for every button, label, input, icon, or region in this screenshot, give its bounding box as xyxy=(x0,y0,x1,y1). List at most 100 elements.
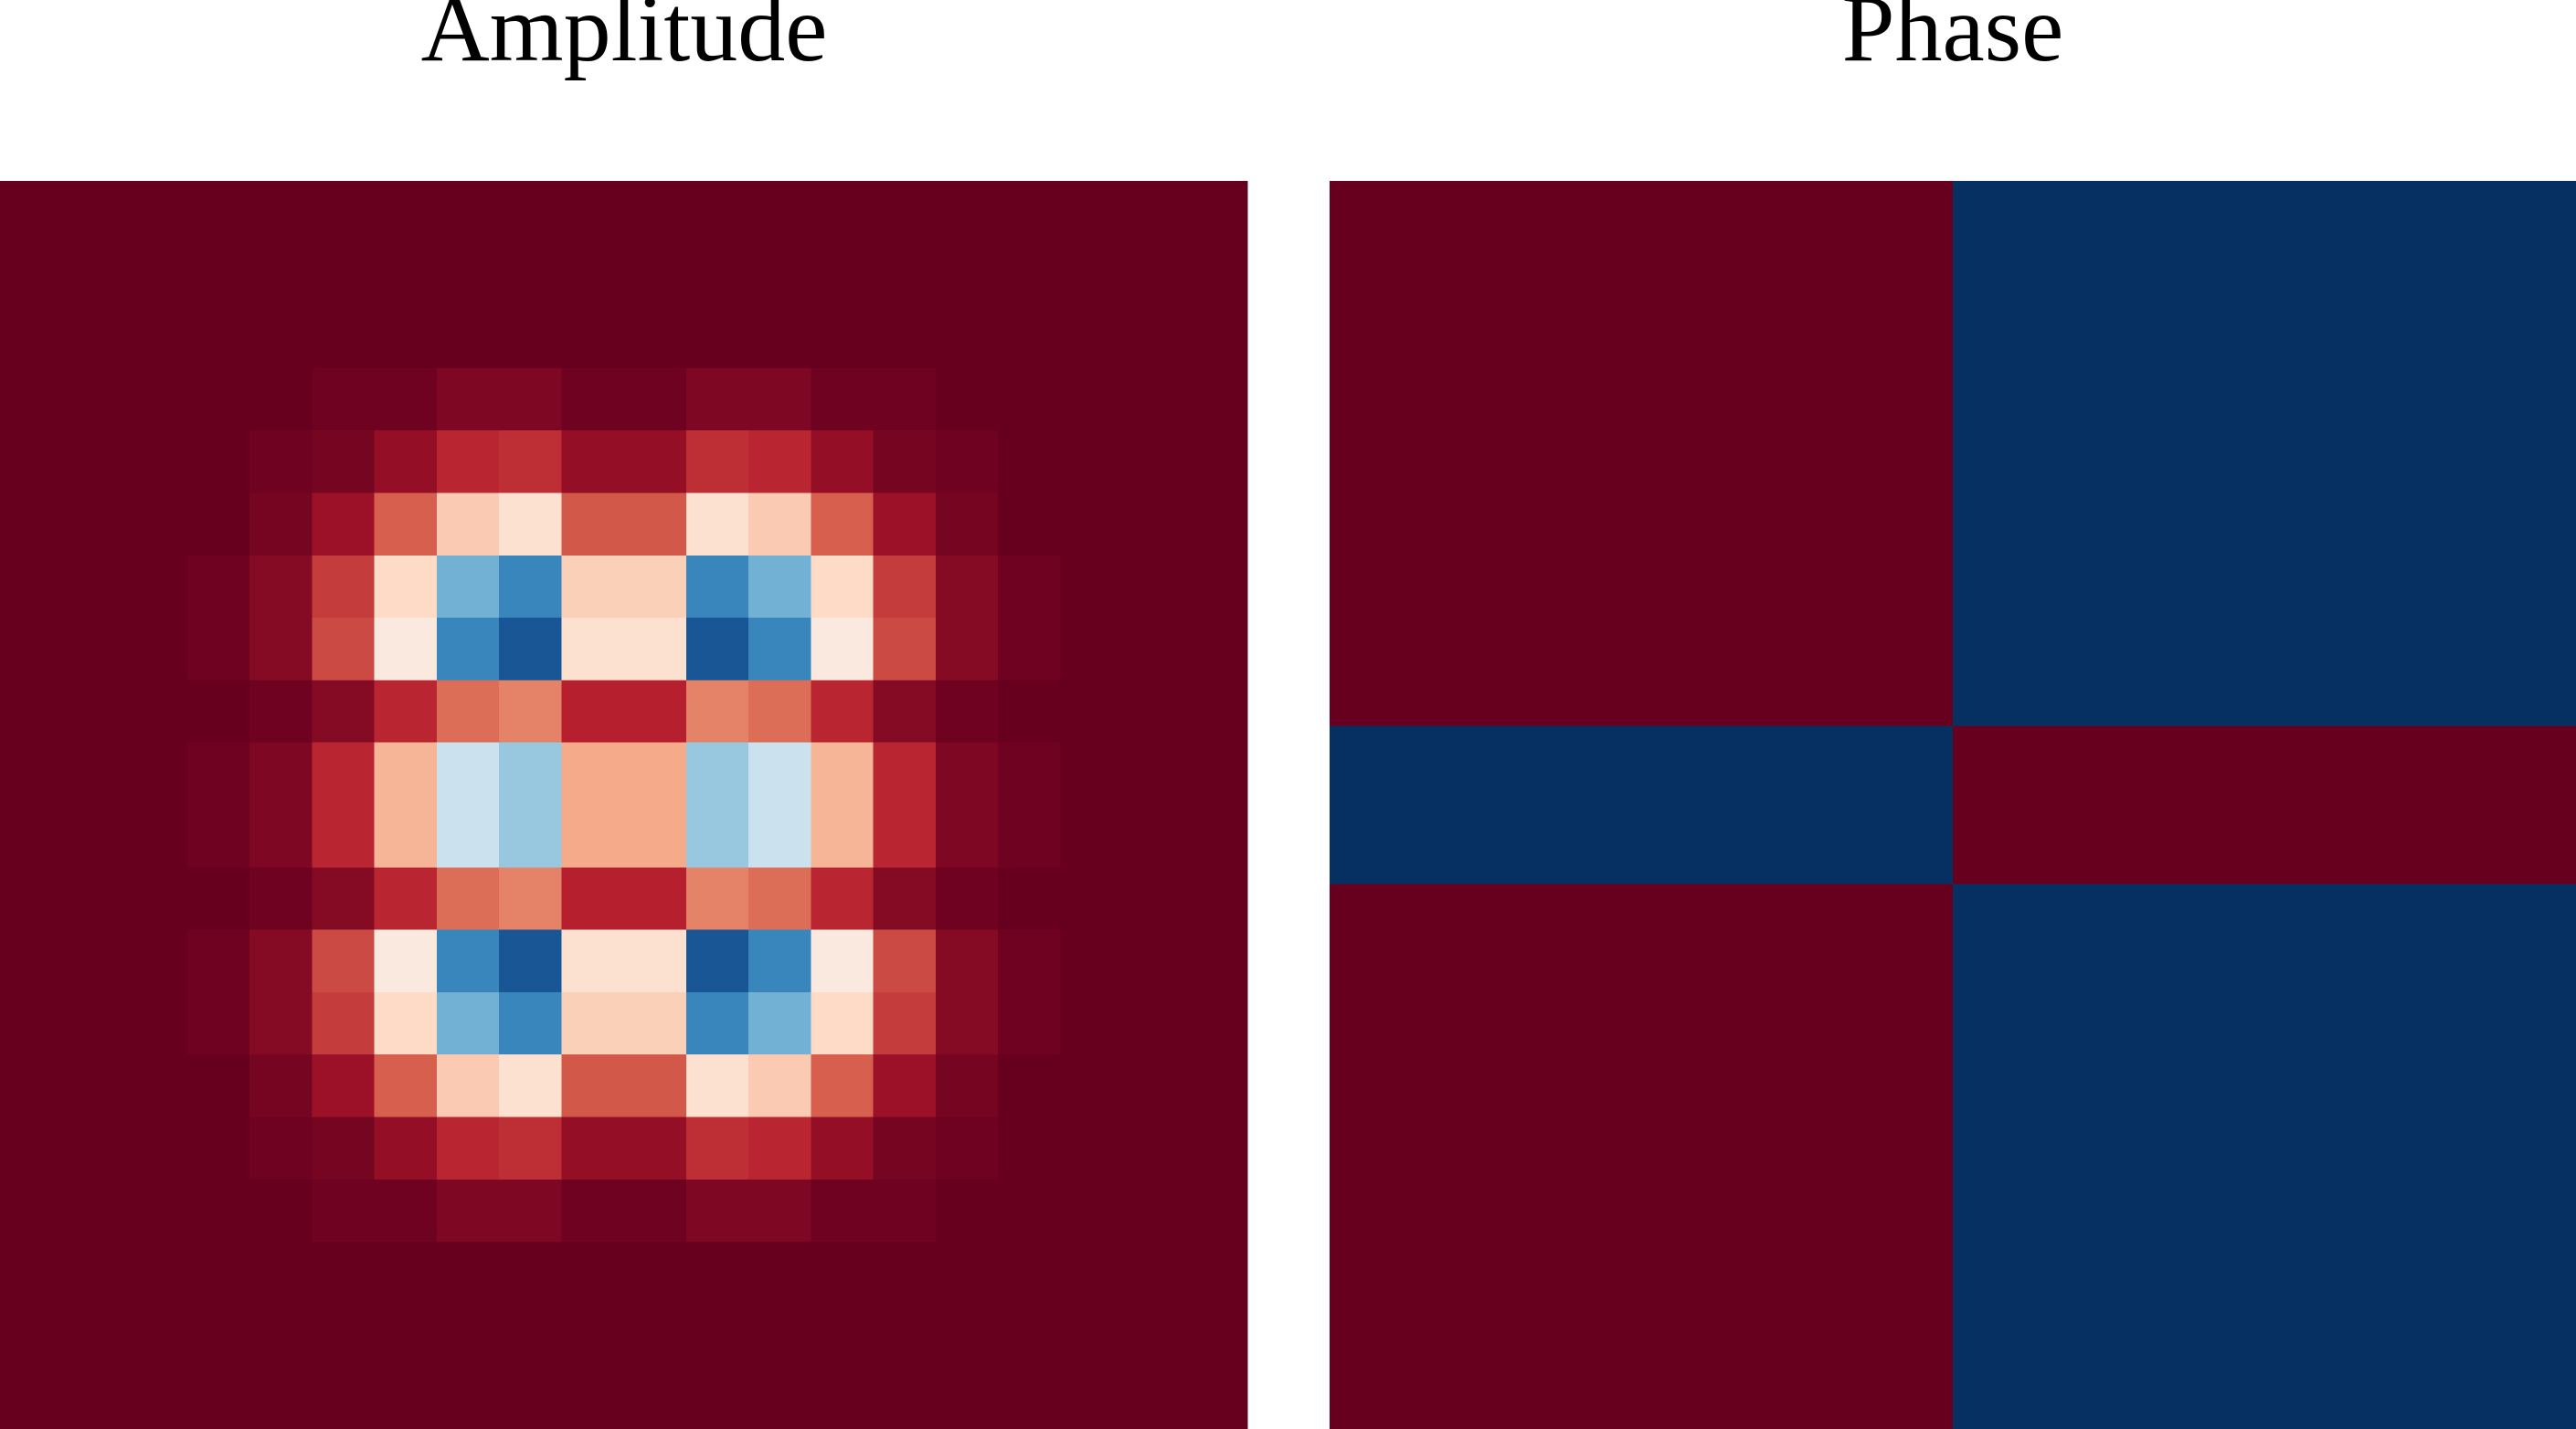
heatmap-cell xyxy=(748,305,811,369)
heatmap-cell xyxy=(499,1366,562,1429)
heatmap-cell xyxy=(1060,680,1124,744)
heatmap-cell xyxy=(811,742,875,806)
heatmap-cell xyxy=(374,243,438,307)
heatmap-cell xyxy=(1060,805,1124,868)
heatmap-cell xyxy=(249,492,313,556)
heatmap-cell xyxy=(124,1304,188,1368)
heatmap-cell xyxy=(685,1242,749,1305)
heatmap-cell xyxy=(1122,1304,1186,1368)
panel-title: Amplitude xyxy=(421,0,828,81)
heatmap-cell xyxy=(436,492,500,556)
heatmap-cell xyxy=(561,492,625,556)
heatmap-cell xyxy=(374,492,438,556)
heatmap-cell xyxy=(0,430,63,494)
heatmap-cell xyxy=(1184,367,1248,431)
heatmap-cell xyxy=(1184,1054,1248,1118)
heatmap-cell xyxy=(249,1179,313,1243)
heatmap-cell xyxy=(561,1054,625,1118)
heatmap-cell xyxy=(873,243,937,307)
heatmap-cell xyxy=(0,680,63,744)
heatmap-cell xyxy=(623,367,687,431)
heatmap-cell xyxy=(623,618,687,681)
heatmap-cell xyxy=(374,181,438,244)
heatmap-cell xyxy=(873,618,937,681)
heatmap-cell xyxy=(623,1179,687,1243)
heatmap-cell xyxy=(935,305,999,369)
heatmap-cell xyxy=(1122,1366,1186,1429)
heatmap-cell xyxy=(1122,305,1186,369)
heatmap-cell xyxy=(935,492,999,556)
heatmap-cell xyxy=(249,1242,313,1305)
heatmap-cell xyxy=(374,1366,438,1429)
heatmap-cell xyxy=(1184,555,1248,619)
heatmap-cell xyxy=(685,1054,749,1118)
heatmap-cell xyxy=(436,929,500,993)
heatmap-cell xyxy=(811,305,875,369)
heatmap-cell xyxy=(561,1117,625,1180)
heatmap-cell xyxy=(312,305,376,369)
heatmap-cell xyxy=(312,1242,376,1305)
heatmap-cell xyxy=(1184,1242,1248,1305)
heatmap-cell xyxy=(811,1117,875,1180)
heatmap-cell xyxy=(1184,492,1248,556)
heatmap-cell xyxy=(124,742,188,806)
heatmap-cell xyxy=(685,680,749,744)
heatmap-cell xyxy=(811,243,875,307)
heatmap-cell xyxy=(124,243,188,307)
heatmap-cell xyxy=(0,181,63,244)
heatmap-cell xyxy=(998,305,1061,369)
heatmap-cell xyxy=(186,1304,250,1368)
heatmap-cell xyxy=(186,367,250,431)
heatmap-cell xyxy=(499,680,562,744)
heatmap-cell xyxy=(1184,1304,1248,1368)
heatmap-cell xyxy=(0,305,63,369)
heatmap-cell xyxy=(0,555,63,619)
heatmap-cell xyxy=(623,305,687,369)
heatmap-cell xyxy=(186,430,250,494)
heatmap-cell xyxy=(561,680,625,744)
heatmap-cell xyxy=(1953,884,2576,1429)
heatmap-cell xyxy=(499,867,562,931)
heatmap-cell xyxy=(0,243,63,307)
heatmap-cell xyxy=(499,1179,562,1243)
heatmap-cell xyxy=(873,742,937,806)
heatmap-cell xyxy=(124,618,188,681)
heatmap-cell xyxy=(312,805,376,868)
heatmap-cell xyxy=(249,991,313,1055)
heatmap-cell xyxy=(935,1054,999,1118)
heatmap-cell xyxy=(62,1179,126,1243)
heatmap-cell xyxy=(312,181,376,244)
heatmap-cell xyxy=(748,1242,811,1305)
heatmap-cell xyxy=(935,555,999,619)
heatmap-cell xyxy=(1060,555,1124,619)
heatmap-cell xyxy=(499,555,562,619)
heatmap-cell xyxy=(1122,492,1186,556)
heatmap-cell xyxy=(499,1054,562,1118)
heatmap-cell xyxy=(1060,991,1124,1055)
heatmap-cell xyxy=(436,1366,500,1429)
heatmap-cell xyxy=(998,555,1061,619)
heatmap-cell xyxy=(1122,805,1186,868)
heatmap-cell xyxy=(436,867,500,931)
heatmap-cell xyxy=(1184,929,1248,993)
heatmap-cell xyxy=(935,367,999,431)
heatmap-cell xyxy=(0,1366,63,1429)
heatmap-cell xyxy=(0,367,63,431)
heatmap-cell xyxy=(561,305,625,369)
heatmap-cell xyxy=(312,991,376,1055)
heatmap-cell xyxy=(685,243,749,307)
heatmap-cell xyxy=(685,929,749,993)
heatmap-cell xyxy=(312,1179,376,1243)
heatmap-cell xyxy=(998,1366,1061,1429)
heatmap-cell xyxy=(124,867,188,931)
heatmap-cell xyxy=(1060,492,1124,556)
heatmap-cell xyxy=(1330,884,1954,1429)
heatmap-cell xyxy=(436,1242,500,1305)
heatmap-cell xyxy=(374,929,438,993)
heatmap-cell xyxy=(1953,181,2576,727)
heatmap-cell xyxy=(499,367,562,431)
heatmap-cell xyxy=(685,867,749,931)
heatmap-cell xyxy=(998,618,1061,681)
heatmap-cell xyxy=(1122,1054,1186,1118)
